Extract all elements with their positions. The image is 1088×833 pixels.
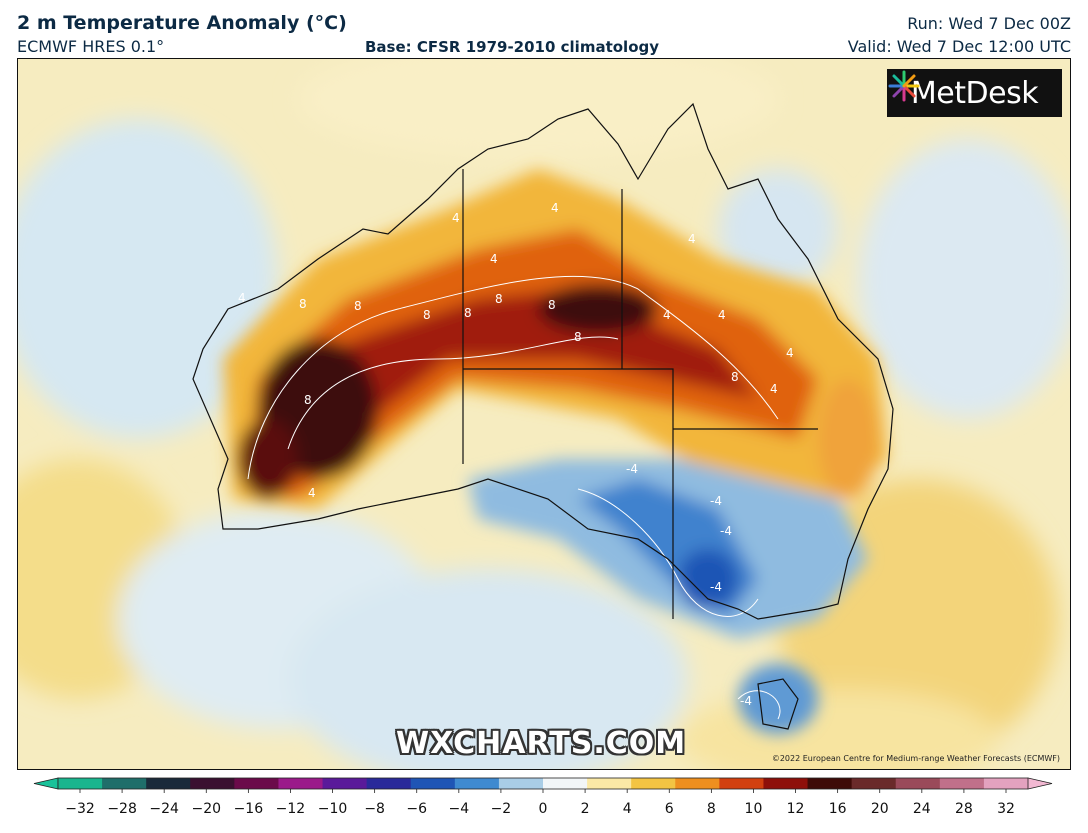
colorbar-tick-label: 12 (787, 801, 805, 817)
colorbar-segment (454, 778, 500, 789)
colorbar-segment (322, 778, 368, 789)
colorbar-tick-label: 10 (745, 801, 763, 817)
contour-label: 8 (354, 299, 362, 313)
model-label: ECMWF HRES 0.1° (17, 37, 165, 56)
anomaly-map: 8 8 8 8 8 8 8 8 8 4 4 4 4 4 4 4 4 4 4 -4… (17, 58, 1071, 770)
contour-label: 8 (731, 370, 739, 384)
run-time-label: Run: Wed 7 Dec 00Z (907, 14, 1071, 33)
colorbar-tick-label: −10 (318, 801, 348, 817)
colorbar-max-arrow (1027, 777, 1053, 790)
contour-label: 4 (308, 486, 316, 500)
valid-time-label: Valid: Wed 7 Dec 12:00 UTC (847, 37, 1071, 56)
colorbar-segment (410, 778, 456, 789)
colorbar-tick-label: 20 (871, 801, 889, 817)
colorbar-tick-label: −24 (149, 801, 179, 817)
colorbar-tick-label: 6 (665, 801, 674, 817)
copyright-credit: ©2022 European Centre for Medium-range W… (771, 754, 1060, 763)
coastline (192, 102, 894, 730)
colorbar: −32 −28 −24 −20 −16 −12 −10 −8 −6 −4 −2 0 2 4 6 8 10 12 16… (33, 777, 1053, 817)
colorbar-segment (102, 778, 147, 789)
contour-label: 4 (551, 201, 559, 215)
contour-label: 8 (304, 393, 312, 407)
colorbar-min-arrow (33, 777, 59, 790)
map-canvas: 8 8 8 8 8 8 8 8 8 4 4 4 4 4 4 4 4 4 4 -4… (18, 59, 1070, 769)
colorbar-segment (851, 778, 897, 789)
colorbar-segment (366, 778, 412, 789)
colorbar-segment (895, 778, 941, 789)
chart-title: 2 m Temperature Anomaly (°C) (17, 12, 347, 34)
colorbar-tick-label: 28 (955, 801, 973, 817)
colorbar-segment (190, 778, 235, 789)
colorbar-tick-label: −16 (234, 801, 264, 817)
colorbar-tick-label: −12 (276, 801, 306, 817)
contour-lines (247, 275, 781, 720)
colorbar-tick-label: 8 (707, 801, 716, 817)
colorbar-tick-label: 32 (997, 801, 1015, 817)
colorbar-segment (587, 778, 632, 789)
contour-label: -4 (720, 524, 732, 538)
contour-label: 4 (238, 291, 246, 305)
colorbar-tick-label: −8 (364, 801, 385, 817)
contour-label: 8 (423, 308, 431, 322)
field-land (223, 169, 888, 734)
contour-label: -4 (740, 694, 752, 708)
contour-label: 4 (786, 346, 794, 360)
climatology-base-label: Base: CFSR 1979-2010 climatology (365, 38, 660, 56)
colorbar-tick-label: 16 (829, 801, 847, 817)
metdesk-star-icon (888, 70, 920, 102)
colorbar-tick-label: −6 (406, 801, 427, 817)
colorbar-segment (498, 778, 544, 789)
colorbar-tick-label: −2 (491, 801, 512, 817)
contour-label: 4 (490, 252, 498, 266)
contour-label: -4 (626, 462, 638, 476)
contour-label: -4 (710, 494, 722, 508)
contour-label: 8 (548, 298, 556, 312)
colorbar-tick-label: 4 (623, 801, 632, 817)
colorbar-segment (675, 778, 720, 789)
colorbar-segment (719, 778, 764, 789)
colorbar-segment (278, 778, 324, 789)
colorbar-tick-label: 2 (581, 801, 590, 817)
contour-label: 8 (574, 330, 582, 344)
colorbar-segment (807, 778, 853, 789)
colorbar-segment (234, 778, 279, 789)
metdesk-logo-text: MetDesk (910, 75, 1039, 111)
colorbar-tick-label: −28 (107, 801, 137, 817)
colorbar-segment (58, 778, 103, 789)
colorbar-tick-label: 0 (539, 801, 548, 817)
colorbar-tick-label: −32 (65, 801, 95, 817)
colorbar-segment (939, 778, 985, 789)
contour-label: 4 (452, 211, 460, 225)
contour-label: -4 (710, 580, 722, 594)
contour-label: 4 (718, 308, 726, 322)
contour-label: 4 (663, 308, 671, 322)
colorbar-segment (146, 778, 191, 789)
contour-label: 8 (495, 292, 503, 306)
colorbar-segment (983, 778, 1029, 789)
watermark: WXCHARTS.COM (396, 726, 687, 761)
colorbar-tick-label: −4 (448, 801, 469, 817)
colorbar-tick-label: −20 (191, 801, 221, 817)
colorbar-segment (631, 778, 676, 789)
contour-label: 4 (688, 232, 696, 246)
colorbar-segment (543, 778, 588, 789)
colorbar-tick-label: 24 (913, 801, 931, 817)
contour-label: 8 (464, 306, 472, 320)
contour-label: 4 (770, 382, 778, 396)
contour-label-layer: 8 8 8 8 8 8 8 8 8 4 4 4 4 4 4 4 4 4 4 -4… (238, 201, 794, 708)
metdesk-logo: MetDesk (887, 69, 1062, 117)
colorbar-segment (763, 778, 809, 789)
contour-label: 8 (299, 297, 307, 311)
